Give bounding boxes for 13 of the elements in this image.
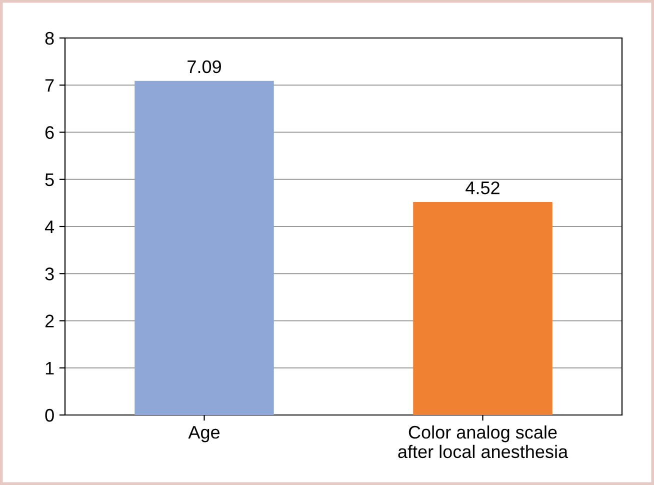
x-tick-label: Age xyxy=(188,426,220,442)
y-tick-label: 1 xyxy=(46,362,54,374)
x-tick-label: Color analog scale after local anesthesia xyxy=(398,425,568,458)
data-label: 7.09 xyxy=(188,60,221,74)
y-tick-label: 2 xyxy=(45,314,54,328)
y-tick-label: 8 xyxy=(45,32,54,45)
y-tick-label: 3 xyxy=(45,268,54,280)
y-tick-label: 4 xyxy=(44,220,54,234)
y-tick-label: 5 xyxy=(45,173,54,186)
y-tick-label: 6 xyxy=(45,126,54,139)
y-tick-label: 7 xyxy=(45,79,54,92)
y-tick-label: 0 xyxy=(45,408,54,422)
data-label: 4.52 xyxy=(466,181,500,194)
